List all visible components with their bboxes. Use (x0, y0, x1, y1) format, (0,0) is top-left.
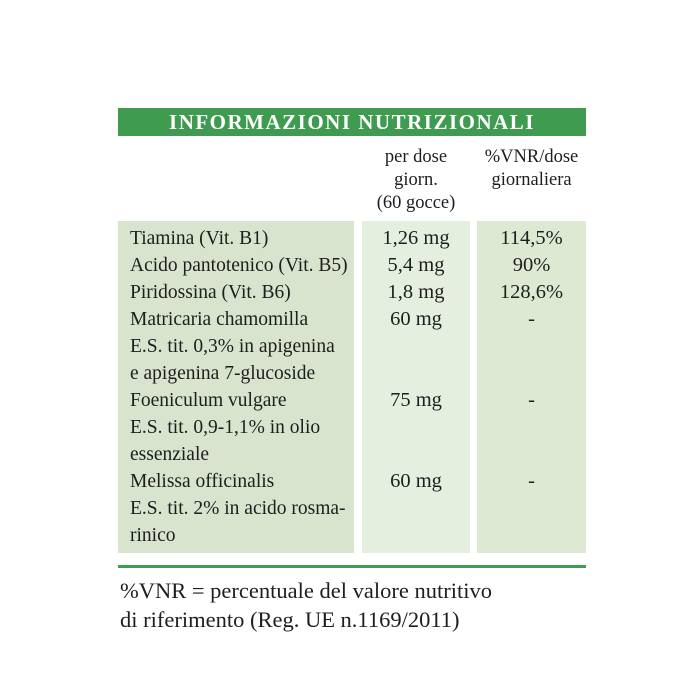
dose-value: 60 mg (390, 308, 442, 330)
ingredient-line: essenziale (130, 444, 210, 465)
panel-title: INFORMAZIONI NUTRIZIONALI (169, 109, 535, 134)
dose-value (362, 360, 470, 387)
dose-header-line2: (60 gocce) (376, 193, 456, 213)
vnr-value: - (528, 308, 535, 330)
ingredient-line: Acido pantotenico (Vit. B5) (130, 255, 348, 276)
vnr-value: - (528, 470, 535, 492)
footnote-line1: %VNR = percentuale del valore nutritivo (120, 578, 492, 603)
dose-value: 5,4 mg (387, 254, 445, 276)
vnr-header-line1: %VNR/dose (484, 147, 579, 167)
dose-value (362, 333, 470, 360)
ingredient-line: E.S. tit. 2% in acido rosma- (130, 498, 346, 519)
ingredient-column: Tiamina (Vit. B1) Acido pantotenico (Vit… (118, 221, 354, 553)
separator-line (118, 565, 586, 568)
footnote-line2: di riferimento (Reg. UE n.1169/2011) (120, 607, 460, 632)
ingredient-line: Matricaria chamomilla (130, 309, 309, 330)
vnr-value (477, 414, 586, 441)
dose-column-header: per dose giorn. (60 gocce) (362, 146, 470, 215)
vnr-value (477, 441, 586, 468)
ingredient-line: Foeniculum vulgare (130, 390, 287, 411)
dose-value (362, 441, 470, 468)
vnr-value (477, 522, 586, 549)
ingredient-line: Melissa officinalis (130, 471, 275, 492)
ingredient-line: e apigenina 7-glucoside (130, 363, 316, 384)
ingredient-column-header (118, 146, 354, 215)
vnr-header-line2: giornaliera (491, 170, 572, 190)
dose-value (362, 414, 470, 441)
dose-value (362, 522, 470, 549)
vnr-column: 114,5% 90% 128,6% - - - (477, 221, 586, 553)
table-body: Tiamina (Vit. B1) Acido pantotenico (Vit… (118, 221, 586, 553)
dose-header-line1: per dose giorn. (384, 147, 448, 190)
nutrition-panel: INFORMAZIONI NUTRIZIONALI per dose giorn… (118, 108, 586, 634)
dose-value: 60 mg (390, 470, 442, 492)
ingredient-line: Tiamina (Vit. B1) (130, 228, 269, 249)
ingredient-line: rinico (130, 525, 176, 546)
vnr-value: - (528, 389, 535, 411)
vnr-value (477, 333, 586, 360)
dose-column: 1,26 mg 5,4 mg 1,8 mg 60 mg 75 mg 60 mg (362, 221, 470, 553)
column-headers: per dose giorn. (60 gocce) %VNR/dose gio… (118, 146, 586, 215)
title-bar: INFORMAZIONI NUTRIZIONALI (118, 108, 586, 136)
dose-value: 1,26 mg (382, 227, 450, 249)
vnr-value (477, 360, 586, 387)
vnr-value (477, 495, 586, 522)
vnr-value: 114,5% (500, 227, 563, 249)
vnr-value: 90% (512, 254, 551, 276)
ingredient-line: E.S. tit. 0,3% in apigenina (130, 336, 335, 357)
vnr-value: 128,6% (499, 281, 564, 303)
dose-value: 75 mg (390, 389, 442, 411)
ingredient-line: Piridossina (Vit. B6) (130, 282, 291, 303)
vnr-column-header: %VNR/dose giornaliera (477, 146, 586, 215)
dose-value (362, 495, 470, 522)
ingredient-line: E.S. tit. 0,9-1,1% in olio (130, 417, 321, 438)
vnr-footnote: %VNR = percentuale del valore nutritivo … (118, 576, 586, 634)
dose-value: 1,8 mg (387, 281, 445, 303)
